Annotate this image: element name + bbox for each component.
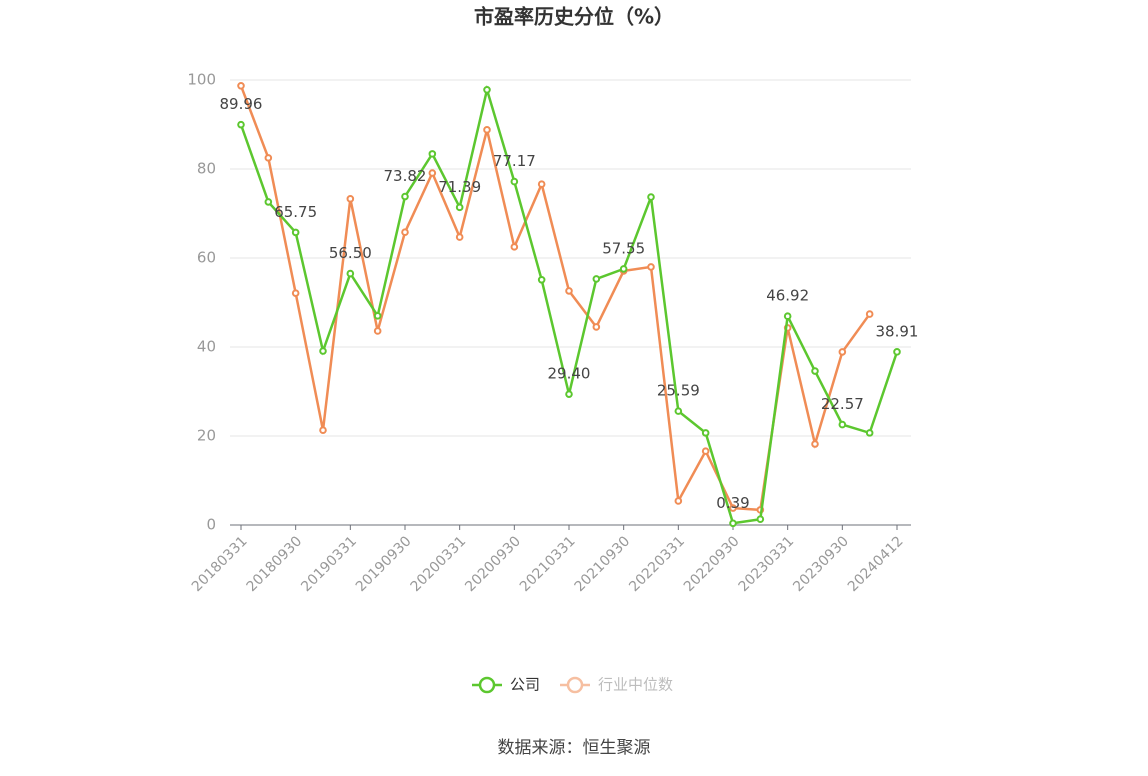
data-label: 38.91 bbox=[876, 322, 919, 340]
point bbox=[756, 515, 765, 524]
chart-title: 市盈率历史分位（%） bbox=[474, 5, 674, 29]
x-tick-label: 20240412 bbox=[845, 533, 907, 595]
x-tick-label: 20190331 bbox=[298, 533, 360, 595]
point bbox=[838, 348, 847, 356]
source-note: 数据来源：恒生聚源 bbox=[498, 738, 651, 758]
y-tick-label: 60 bbox=[197, 249, 216, 267]
data-label: 56.50 bbox=[329, 244, 372, 262]
point bbox=[319, 347, 327, 355]
point bbox=[237, 81, 245, 90]
point bbox=[537, 180, 546, 188]
y-tick-label: 40 bbox=[197, 338, 216, 356]
legend-label: 行业中位数 bbox=[598, 676, 673, 694]
y-tick-label: 80 bbox=[197, 160, 216, 178]
legend-item: 行业中位数 bbox=[560, 676, 673, 694]
data-label: 22.57 bbox=[821, 395, 864, 413]
point bbox=[483, 85, 491, 94]
data-label: 46.92 bbox=[766, 287, 809, 305]
x-tick-label: 20200331 bbox=[408, 533, 470, 595]
point bbox=[647, 263, 655, 271]
point bbox=[428, 150, 437, 158]
point bbox=[264, 154, 273, 162]
point bbox=[811, 440, 819, 448]
data-label: 73.82 bbox=[384, 167, 427, 185]
point bbox=[455, 233, 464, 241]
legend-item: 公司 bbox=[472, 676, 540, 694]
point bbox=[401, 228, 409, 236]
legend-label: 公司 bbox=[510, 676, 540, 694]
point bbox=[619, 265, 628, 273]
point bbox=[701, 429, 710, 437]
point bbox=[537, 276, 546, 284]
point bbox=[893, 348, 901, 356]
point bbox=[346, 195, 355, 203]
point bbox=[592, 323, 601, 331]
point bbox=[647, 193, 655, 201]
point bbox=[319, 426, 327, 435]
x-tick-label: 20210930 bbox=[572, 533, 634, 595]
point bbox=[674, 497, 683, 505]
point bbox=[783, 312, 792, 321]
x-tick-label: 20220331 bbox=[626, 533, 688, 595]
y-tick-label: 100 bbox=[187, 71, 216, 89]
legend-marker bbox=[566, 676, 584, 694]
point bbox=[510, 177, 519, 186]
point bbox=[483, 126, 491, 134]
series-line bbox=[239, 84, 899, 525]
point bbox=[729, 519, 737, 528]
point bbox=[674, 407, 683, 415]
legend-marker bbox=[478, 676, 496, 694]
point bbox=[291, 289, 300, 297]
point bbox=[510, 243, 519, 251]
data-label: 71.39 bbox=[438, 178, 481, 196]
point bbox=[811, 367, 819, 375]
point bbox=[373, 312, 382, 320]
point bbox=[346, 269, 355, 278]
x-tick-label: 20180331 bbox=[189, 533, 251, 595]
x-tick-label: 20210331 bbox=[517, 533, 579, 595]
x-tick-label: 20200930 bbox=[462, 533, 524, 595]
point bbox=[565, 287, 573, 295]
data-label: 57.55 bbox=[602, 239, 645, 257]
point bbox=[373, 327, 382, 335]
y-tick-label: 0 bbox=[206, 516, 216, 534]
point bbox=[865, 310, 874, 318]
point bbox=[592, 275, 601, 283]
point bbox=[729, 504, 737, 512]
data-label: 77.17 bbox=[493, 152, 536, 170]
point bbox=[401, 192, 409, 201]
data-label: 29.40 bbox=[548, 365, 591, 383]
x-tick-label: 20220930 bbox=[681, 533, 743, 595]
point bbox=[428, 169, 437, 177]
point bbox=[865, 429, 874, 437]
point bbox=[701, 447, 710, 455]
data-label: 0.39 bbox=[716, 494, 749, 512]
x-tick-label: 20180930 bbox=[244, 533, 306, 595]
data-label: 65.75 bbox=[274, 203, 317, 221]
point bbox=[838, 420, 847, 429]
data-label: 89.96 bbox=[220, 95, 263, 113]
point bbox=[565, 390, 573, 398]
y-tick-label: 20 bbox=[197, 427, 216, 445]
x-tick-label: 20190930 bbox=[353, 533, 415, 595]
data-label: 25.59 bbox=[657, 382, 700, 400]
point bbox=[455, 203, 464, 212]
x-tick-label: 20230331 bbox=[736, 533, 798, 595]
point bbox=[291, 228, 300, 237]
point bbox=[237, 120, 245, 129]
point bbox=[264, 198, 273, 206]
x-tick-label: 20230930 bbox=[790, 533, 852, 595]
